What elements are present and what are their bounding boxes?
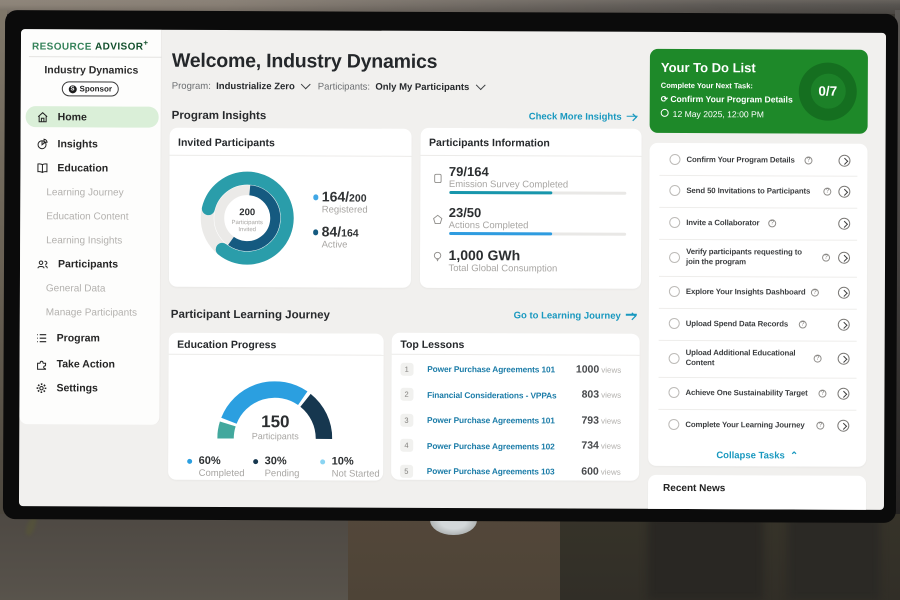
svg-text:Invited: Invited <box>238 227 256 233</box>
svg-text:Participants: Participants <box>231 220 262 226</box>
svg-text:200: 200 <box>239 207 255 218</box>
